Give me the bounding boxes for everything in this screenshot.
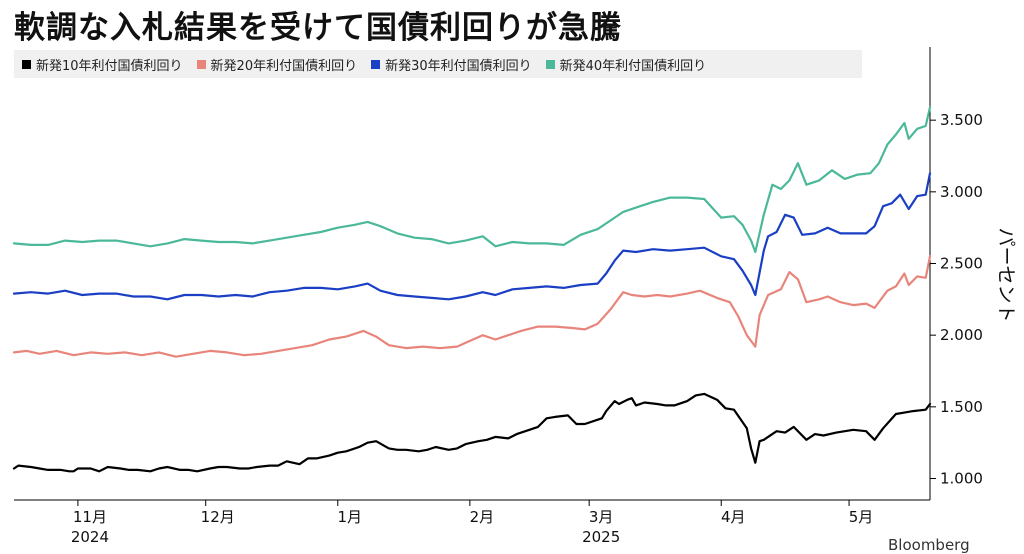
x-tick-label: 11月 <box>73 508 107 526</box>
source-credit: Bloomberg <box>888 536 970 554</box>
legend-swatch-20y <box>196 59 206 69</box>
legend-item-40y: 新発40年利付国債利回り <box>545 55 707 74</box>
x-tick-label: 12月 <box>201 508 235 526</box>
y-tick-label: 2.000 <box>940 326 983 344</box>
x-tick-label: 1月 <box>338 508 363 526</box>
legend-label-40y: 新発40年利付国債利回り <box>559 58 707 74</box>
x-year-label: 2024 <box>71 528 109 546</box>
chart-title: 軟調な入札結果を受けて国債利回りが急騰 <box>14 10 622 46</box>
y-tick-label: 3.000 <box>940 183 983 201</box>
series-line-3 <box>12 106 932 254</box>
legend: 新発10年利付国債利回り 新発20年利付国債利回り 新発30年利付国債利回り 新… <box>14 50 862 78</box>
series-line-0 <box>12 392 932 473</box>
legend-item-10y: 新発10年利付国債利回り <box>22 55 183 74</box>
x-tick-label: 3月 <box>589 508 614 526</box>
x-tick-label: 5月 <box>849 508 874 526</box>
y-tick-label: 1.500 <box>940 398 983 416</box>
legend-label-10y: 新発10年利付国債利回り <box>36 58 183 74</box>
series-line-2 <box>12 172 932 301</box>
legend-label-20y: 新発20年利付国債利回り <box>210 58 358 74</box>
y-tick-label: 2.500 <box>940 255 983 273</box>
legend-label-30y: 新発30年利付国債利回り <box>385 58 532 74</box>
legend-swatch-40y <box>545 59 555 69</box>
x-tick-label: 4月 <box>721 508 746 526</box>
legend-swatch-30y <box>371 59 381 69</box>
y-tick-label: 3.500 <box>940 111 983 129</box>
y-axis-title: パーセント <box>995 227 1017 322</box>
legend-item-30y: 新発30年利付国債利回り <box>371 55 532 74</box>
legend-swatch-10y <box>22 59 31 69</box>
legend-item-20y: 新発20年利付国債利回り <box>196 55 358 74</box>
x-tick-label: 2月 <box>470 508 495 526</box>
x-year-label: 2025 <box>582 528 620 546</box>
y-tick-label: 1.000 <box>940 470 983 488</box>
series-line-1 <box>12 255 932 358</box>
